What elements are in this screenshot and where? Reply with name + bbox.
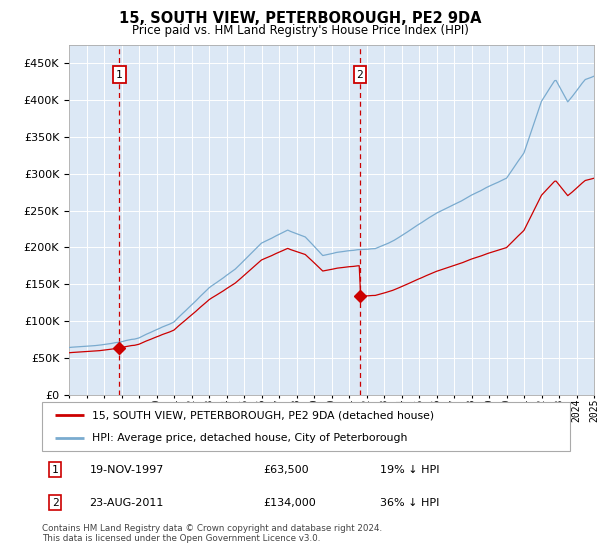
FancyBboxPatch shape <box>42 402 570 451</box>
Text: 1: 1 <box>116 69 123 80</box>
Text: £63,500: £63,500 <box>264 465 310 475</box>
Text: 2: 2 <box>52 498 59 508</box>
Text: 1: 1 <box>52 465 59 475</box>
Text: 36% ↓ HPI: 36% ↓ HPI <box>380 498 439 508</box>
Text: £134,000: £134,000 <box>264 498 317 508</box>
Text: 15, SOUTH VIEW, PETERBOROUGH, PE2 9DA (detached house): 15, SOUTH VIEW, PETERBOROUGH, PE2 9DA (d… <box>92 410 434 421</box>
Text: HPI: Average price, detached house, City of Peterborough: HPI: Average price, detached house, City… <box>92 433 407 444</box>
Text: 2: 2 <box>356 69 364 80</box>
Text: 15, SOUTH VIEW, PETERBOROUGH, PE2 9DA: 15, SOUTH VIEW, PETERBOROUGH, PE2 9DA <box>119 11 481 26</box>
Text: 23-AUG-2011: 23-AUG-2011 <box>89 498 164 508</box>
Text: 19-NOV-1997: 19-NOV-1997 <box>89 465 164 475</box>
Text: Contains HM Land Registry data © Crown copyright and database right 2024.
This d: Contains HM Land Registry data © Crown c… <box>42 524 382 543</box>
Text: Price paid vs. HM Land Registry's House Price Index (HPI): Price paid vs. HM Land Registry's House … <box>131 24 469 36</box>
Text: 19% ↓ HPI: 19% ↓ HPI <box>380 465 439 475</box>
